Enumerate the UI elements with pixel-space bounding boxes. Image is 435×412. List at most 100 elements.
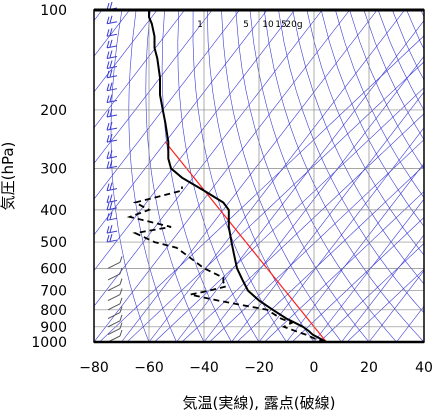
wind-barb — [106, 139, 118, 143]
isotherm-line — [94, 10, 295, 272]
wind-barb-feather — [109, 28, 113, 36]
x-tick-label: 40 — [415, 360, 433, 376]
mixing-ratio-line — [236, 165, 424, 342]
dry-adiabat-line — [161, 10, 232, 342]
wind-barb-feather — [109, 201, 113, 210]
wind-barb-feather — [106, 51, 110, 59]
wind-barb — [106, 88, 118, 92]
isotherm-line — [423, 341, 424, 342]
x-tick-label: −60 — [134, 360, 164, 376]
mixing-ratio-label: 5 — [243, 20, 249, 30]
wind-barb-feather — [106, 70, 110, 78]
isotherm-line — [313, 198, 424, 342]
isotherm-line — [176, 20, 424, 342]
wind-barb-feather — [119, 288, 123, 295]
wind-barbs — [106, 1, 123, 343]
dry-adiabat-line — [306, 10, 424, 256]
data-series — [126, 10, 327, 342]
wind-barb-feather — [119, 322, 123, 329]
y-tick-label: 700 — [40, 284, 67, 300]
wind-barb — [107, 320, 121, 328]
wind-barb — [106, 65, 118, 69]
y-tick-label: 600 — [40, 261, 67, 277]
isotherm-line — [121, 10, 378, 342]
mixing-ratio-line — [209, 139, 424, 342]
dry-adiabat-line — [128, 10, 177, 342]
wind-barb — [107, 312, 121, 320]
y-tick-label: 400 — [40, 203, 67, 219]
mixing-ratio-line — [126, 61, 424, 342]
wind-barb-feather — [119, 314, 123, 321]
dry-adiabat-line — [177, 10, 260, 342]
dry-adiabat-line — [221, 10, 342, 342]
wind-barb-feather — [109, 121, 113, 130]
isotherm-line — [94, 10, 213, 164]
wind-barb — [106, 100, 118, 104]
mixing-ratio-line — [319, 242, 424, 342]
wind-barb-feather — [109, 108, 113, 117]
wind-barb — [106, 127, 118, 131]
wind-barb-feather — [106, 109, 110, 118]
mixing-ratio-line — [346, 268, 424, 342]
wind-barb — [106, 239, 118, 243]
dry-adiabat-line — [235, 10, 370, 342]
wind-barb-feather — [106, 61, 110, 69]
dry-adiabat-line — [420, 10, 424, 18]
y-tick-label: 200 — [40, 103, 67, 119]
mixing-ratio-label: 10 — [262, 20, 274, 30]
wind-barb — [106, 188, 118, 192]
wind-barb — [106, 33, 118, 37]
wind-barb — [107, 294, 121, 301]
wind-barb — [107, 261, 121, 269]
mixing-ratio-label: 15 — [275, 20, 286, 30]
dry-adiabat-line — [249, 10, 397, 342]
wind-barb-feather — [106, 16, 110, 24]
mixing-ratio-line — [99, 35, 424, 342]
wind-barb-feather — [109, 82, 113, 90]
mixing-ratio-line — [291, 217, 424, 342]
wind-barb — [106, 230, 118, 234]
wind-barb-feather — [106, 225, 110, 234]
y-tick-label: 1000 — [31, 335, 67, 351]
mixing-ratio-line — [154, 87, 424, 342]
wind-barb — [106, 56, 118, 60]
dry-adiabat-line — [278, 10, 424, 314]
wind-barb-feather — [109, 15, 113, 23]
x-tick-label: 0 — [310, 360, 319, 376]
dry-adiabat-line — [110, 10, 150, 342]
y-axis-label: 気圧(hPa) — [0, 142, 17, 211]
mixing-ratio-line — [264, 191, 424, 342]
background-guide-lines — [94, 10, 424, 342]
wind-barb — [107, 284, 121, 292]
y-tick-label: 100 — [40, 3, 67, 19]
wind-barb-feather — [109, 194, 113, 202]
wind-barb-feather — [106, 161, 110, 169]
wind-barb-feather — [109, 133, 113, 142]
wind-barb-feather — [106, 134, 110, 143]
wind-barb — [107, 273, 121, 281]
wind-barb-feather — [109, 50, 113, 58]
wind-barb — [106, 207, 118, 211]
wind-barb-feather — [119, 267, 123, 275]
wind-barb-feather — [106, 234, 110, 243]
dry-adiabat-line — [406, 10, 424, 50]
wind-barb — [106, 155, 118, 159]
wind-barb — [107, 303, 121, 311]
wind-barb-feather — [109, 212, 113, 220]
isotherm-line — [341, 234, 424, 342]
wind-barb-feather — [109, 39, 113, 47]
dry-adiabat-line — [192, 10, 287, 342]
dry-adiabat-line — [263, 10, 424, 342]
isotherm-line — [396, 305, 424, 342]
wind-barb-feather — [109, 182, 113, 190]
dry-adiabat-line — [335, 10, 424, 199]
dry-adiabat-line — [349, 10, 424, 170]
y-tick-label: 800 — [40, 303, 67, 319]
wind-barb — [106, 45, 118, 49]
temperature-line — [148, 10, 327, 342]
isotherm-line — [148, 10, 405, 342]
wind-barb-feather — [119, 297, 123, 304]
wind-barb — [106, 217, 118, 221]
wind-barb-feather — [106, 213, 110, 221]
